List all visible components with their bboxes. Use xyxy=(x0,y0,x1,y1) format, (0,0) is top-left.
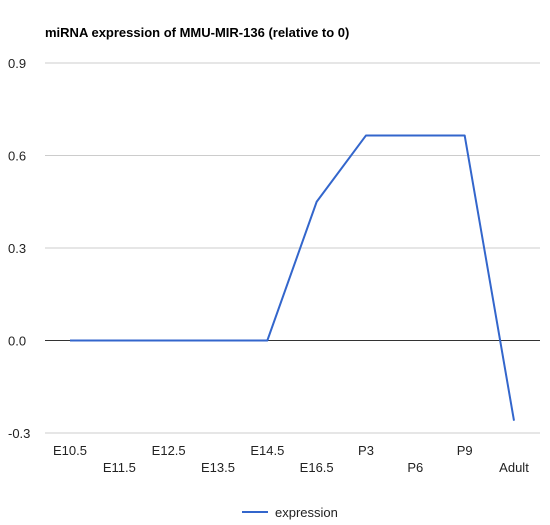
data-point xyxy=(168,340,170,342)
x-tick-label: E10.5 xyxy=(53,443,87,458)
y-tick-label: 0.3 xyxy=(8,241,26,256)
x-tick-label: P9 xyxy=(457,443,473,458)
x-tick-label: Adult xyxy=(499,460,529,475)
data-point xyxy=(217,340,219,342)
x-tick-label: P3 xyxy=(358,443,374,458)
data-point xyxy=(464,134,466,136)
y-tick-label: 0.0 xyxy=(8,334,26,349)
data-point xyxy=(266,340,268,342)
data-point xyxy=(316,201,318,203)
legend-label: expression xyxy=(275,505,338,520)
x-tick-label: E16.5 xyxy=(300,460,334,475)
data-point xyxy=(513,420,515,422)
x-tick-label: E12.5 xyxy=(152,443,186,458)
legend[interactable]: expression xyxy=(242,505,338,520)
y-tick-label: 0.9 xyxy=(8,56,26,71)
x-tick-label: E11.5 xyxy=(103,460,136,475)
y-tick-label: 0.6 xyxy=(8,149,26,164)
y-tick-label: -0.3 xyxy=(8,426,30,441)
chart-title: miRNA expression of MMU-MIR-136 (relativ… xyxy=(45,25,350,40)
data-point xyxy=(365,134,367,136)
gridlines xyxy=(45,62,540,434)
x-axis-tick-labels: E10.5 E11.5 E12.5 E13.5 E14.5 E16.5 P3 P6 P9 Adul… xyxy=(53,443,529,475)
data-point xyxy=(69,340,71,342)
series-lines xyxy=(69,134,515,422)
x-tick-label: E13.5 xyxy=(201,460,235,475)
data-point xyxy=(414,134,416,136)
series-line xyxy=(70,134,515,421)
data-point xyxy=(118,340,120,342)
x-tick-label: P6 xyxy=(407,460,423,475)
x-tick-label: E14.5 xyxy=(250,443,284,458)
y-axis-tick-labels: 0.9 0.6 0.3 0.0 -0.3 xyxy=(8,56,30,441)
